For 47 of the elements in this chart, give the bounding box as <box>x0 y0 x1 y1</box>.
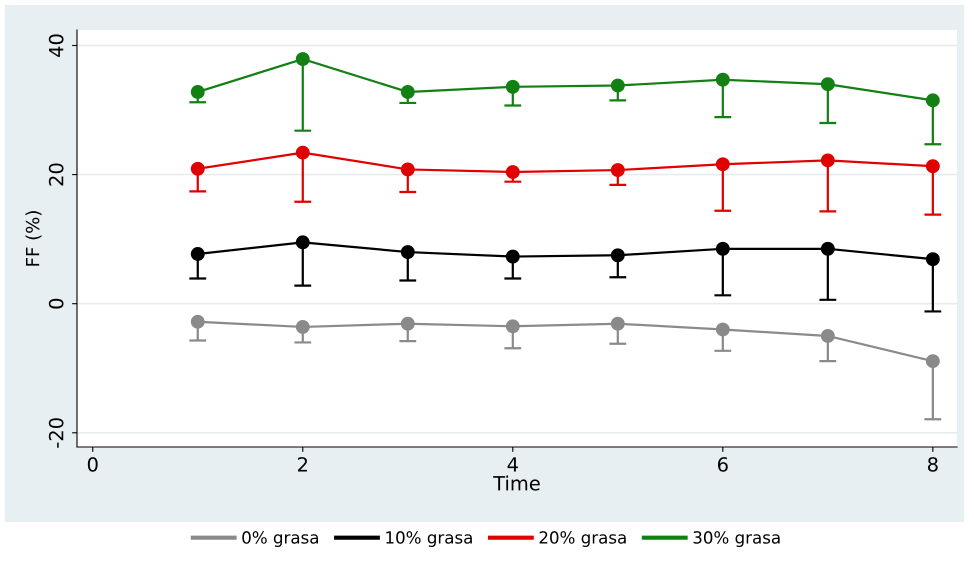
legend-label: 0% grasa <box>242 531 318 547</box>
point <box>506 319 520 334</box>
point <box>820 153 835 168</box>
x-tick-label: 0 <box>88 457 98 472</box>
point <box>190 162 205 176</box>
point <box>400 316 415 331</box>
y-axis-title: FF (%) <box>25 211 42 266</box>
point <box>820 329 835 343</box>
point <box>716 322 730 336</box>
legend-label: 30% grasa <box>694 531 780 547</box>
point <box>926 93 940 108</box>
point <box>506 80 520 94</box>
legend-label: 10% grasa <box>386 531 472 547</box>
point <box>296 320 310 334</box>
point <box>926 354 940 368</box>
point <box>400 245 415 259</box>
y-tick-label: 20 <box>48 164 64 186</box>
point <box>296 235 310 250</box>
point <box>716 72 730 87</box>
y-tick-label: 0 <box>48 298 64 309</box>
point <box>190 247 205 261</box>
point <box>190 85 205 99</box>
point <box>190 314 205 329</box>
point <box>716 242 730 256</box>
point <box>610 78 625 92</box>
point <box>400 162 415 176</box>
point <box>820 242 835 256</box>
point <box>296 146 310 160</box>
point <box>506 165 520 179</box>
point <box>610 316 625 331</box>
point <box>610 163 625 178</box>
y-tick-label: -20 <box>48 418 64 448</box>
legend-label: 20% grasa <box>540 531 626 547</box>
point <box>610 248 625 262</box>
point <box>400 85 415 99</box>
x-tick-label: 8 <box>928 457 938 472</box>
point <box>716 157 730 172</box>
x-tick-label: 4 <box>508 457 518 472</box>
point <box>506 250 520 264</box>
x-tick-label: 6 <box>718 457 728 472</box>
point <box>296 52 310 66</box>
y-tick-label: 40 <box>48 34 64 57</box>
point <box>926 252 940 266</box>
x-tick-label: 2 <box>298 457 308 472</box>
point <box>926 159 940 174</box>
point <box>820 77 835 92</box>
x-axis-title: Time <box>493 476 540 491</box>
